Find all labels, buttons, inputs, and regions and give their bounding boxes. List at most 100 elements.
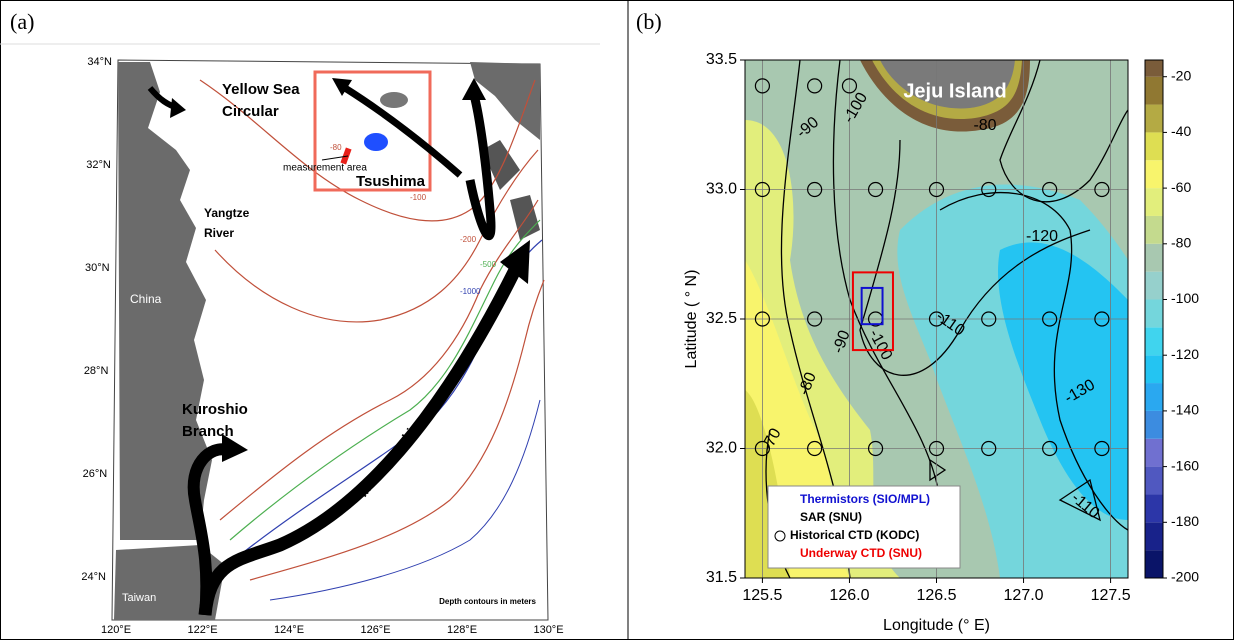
ctd-station <box>754 78 771 94</box>
colorbar-tick-label: -160 <box>1171 457 1199 473</box>
ctd-station <box>867 181 884 198</box>
contour-label: -100 <box>410 193 427 202</box>
lon-label: 126°E <box>360 624 390 636</box>
korea-land <box>470 62 540 140</box>
arrow-head <box>500 240 530 284</box>
contour-label: -200 <box>460 235 477 244</box>
contour-label: -80 <box>330 143 342 152</box>
contour-label: -1000 <box>460 287 481 296</box>
colorbar-swatch <box>1145 76 1163 105</box>
legend-entry: Thermistors (SIO/MPL) <box>800 492 930 506</box>
ctd-station <box>1094 311 1110 327</box>
ctd-station <box>754 440 771 457</box>
contour-line <box>999 60 1128 203</box>
ctd-station <box>754 311 771 327</box>
lat-label: 26°N <box>83 468 108 480</box>
map-frame <box>111 59 549 621</box>
colorbar-swatch <box>1145 327 1163 356</box>
arrow-yellow-sea <box>343 85 463 178</box>
annotation: measurement area <box>283 163 367 174</box>
contour-line <box>1058 478 1101 522</box>
annotation: Kuroshio <box>182 401 248 418</box>
colorbar-swatch <box>1145 104 1163 133</box>
annotation: Branch <box>182 423 234 440</box>
contour-line <box>832 60 941 501</box>
legend-box <box>767 485 961 569</box>
annotation: Yellow Sea <box>222 81 300 98</box>
ctd-station <box>1042 440 1058 457</box>
colorbar-tick-label: -140 <box>1171 402 1199 418</box>
annotation: Yangtze <box>204 206 250 220</box>
ctd-station <box>807 440 823 457</box>
panel-label: (a) <box>10 9 34 34</box>
lat-label: 30°N <box>85 262 110 274</box>
ctd-station <box>1042 311 1058 327</box>
legend-symbol <box>774 530 786 542</box>
kyushu-land <box>482 140 540 240</box>
map-a: Yellow Sea Circular Yangtze River China … <box>81 56 563 636</box>
panel-label: (b) <box>636 9 662 34</box>
colorbar-tick-label: -20 <box>1171 67 1191 83</box>
lon-label: 124°E <box>274 624 304 636</box>
ctd-station <box>928 311 945 327</box>
y-tick-label: 31.5 <box>706 569 737 586</box>
contour-line <box>939 191 1128 531</box>
colorbar-tick-label: -200 <box>1171 569 1199 585</box>
lon-label: 130°E <box>533 624 563 636</box>
ctd-station <box>928 181 945 198</box>
y-tick-label: 32.5 <box>706 310 737 327</box>
measurement-area-marker <box>364 133 388 151</box>
arrow-tsushima <box>465 93 496 241</box>
contour <box>269 399 541 601</box>
pointer <box>321 155 349 161</box>
annotation: River <box>204 226 234 240</box>
contour <box>199 79 536 222</box>
arrow-main-kuroshio <box>198 267 521 616</box>
legend-entry: Historical CTD (KODC) <box>790 528 919 542</box>
annotation: Depth contours in meters <box>439 597 536 606</box>
y-axis-label: Latitude ( ° N) <box>683 270 700 369</box>
colorbar-swatch <box>1145 132 1163 161</box>
contour-label: -120 <box>1026 228 1058 245</box>
arrow-head <box>462 78 486 100</box>
x-axis-label: Longitude (° E) <box>883 617 990 634</box>
contour-label: -80 <box>973 117 996 134</box>
arrow-head <box>222 434 248 462</box>
contour-line <box>859 139 1091 376</box>
contour <box>219 199 539 521</box>
y-tick-label: 33.5 <box>706 51 737 68</box>
colorbar-swatch <box>1145 550 1163 578</box>
x-tick-label: 125.5 <box>742 587 782 604</box>
colorbar-frame <box>1144 59 1164 579</box>
legend-entry: Underway CTD (SNU) <box>800 546 922 560</box>
colorbar-swatch <box>1145 410 1163 439</box>
arrow-heads <box>170 78 530 462</box>
y-tick-label: 32.0 <box>706 440 737 457</box>
ctd-station <box>928 440 945 457</box>
jeju-island <box>880 60 1015 109</box>
colorbar-tick-label: -120 <box>1171 346 1199 362</box>
ctd-station <box>1042 181 1058 198</box>
x-tick-label: 127.0 <box>1004 587 1044 604</box>
ctd-station <box>841 78 858 94</box>
contour-label: -90 <box>830 328 854 356</box>
lat-label: 32°N <box>86 159 111 171</box>
arrow-kuroshio-branch <box>187 443 230 616</box>
ctd-station <box>981 311 997 327</box>
colorbar-swatch <box>1145 494 1163 523</box>
colorbar-swatch <box>1145 215 1163 244</box>
study-box <box>313 70 432 192</box>
colorbar-swatch <box>1145 243 1163 272</box>
lat-label: 34°N <box>87 56 112 68</box>
annotation: China <box>130 292 162 306</box>
colorbar-swatch <box>1145 438 1163 467</box>
lon-label: 122°E <box>187 624 217 636</box>
ctd-station <box>1094 181 1110 198</box>
ctd-station <box>807 311 823 327</box>
colorbar-swatch <box>1145 522 1163 551</box>
arrow-head <box>332 78 352 96</box>
x-tick-label: 127.5 <box>1091 587 1131 604</box>
colorbar-swatch <box>1145 271 1163 300</box>
colorbar-tick-label: -40 <box>1171 123 1191 139</box>
